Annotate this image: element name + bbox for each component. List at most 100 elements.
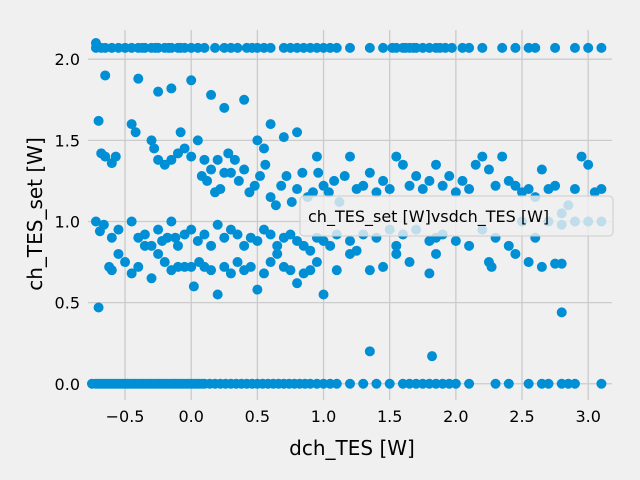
scatter-point — [93, 115, 104, 126]
scatter-point — [523, 378, 534, 389]
x-tick-label: 0.5 — [245, 407, 270, 426]
scatter-point — [431, 159, 442, 170]
scatter-point — [378, 175, 389, 186]
scatter-point — [139, 240, 150, 251]
scatter-point — [378, 261, 389, 272]
scatter-point — [206, 265, 217, 276]
scatter-point — [371, 378, 382, 389]
legend-entry-label: ch_TES_set [W]vsdch_TES [W] — [308, 207, 549, 227]
scatter-point — [464, 240, 475, 251]
scatter-point — [371, 187, 382, 198]
scatter-point — [153, 86, 164, 97]
scatter-point — [149, 143, 160, 154]
scatter-point — [490, 378, 501, 389]
scatter-point — [245, 261, 256, 272]
scatter-point — [569, 378, 580, 389]
scatter-point — [397, 159, 408, 170]
scatter-point — [210, 42, 221, 53]
y-tick-labels: 0.0 0.5 1.0 1.5 2.0 — [55, 50, 80, 394]
scatter-point — [265, 192, 276, 203]
scatter-point — [490, 180, 501, 191]
scatter-point — [486, 261, 497, 272]
scatter-point — [272, 248, 283, 259]
scatter-point — [391, 240, 402, 251]
scatter-point — [223, 148, 234, 159]
scatter-point — [100, 151, 111, 162]
scatter-point — [126, 268, 137, 279]
scatter-point — [292, 184, 303, 195]
x-tick-labels: −0.5 0.0 0.5 1.0 1.5 2.0 2.5 3.0 — [106, 407, 601, 426]
scatter-point — [446, 42, 457, 53]
x-axis-title: dch_TES [W] — [289, 436, 415, 460]
scatter-point — [212, 154, 223, 165]
scatter-point — [569, 42, 580, 53]
scatter-point — [543, 378, 554, 389]
scatter-point — [106, 265, 117, 276]
scatter-point — [497, 42, 508, 53]
scatter-point — [364, 265, 375, 276]
scatter-point — [311, 151, 322, 162]
scatter-point — [166, 154, 177, 165]
scatter-point — [285, 229, 296, 240]
scatter-point — [596, 378, 607, 389]
scatter-point — [120, 257, 131, 268]
scatter-point — [503, 240, 514, 251]
scatter-point — [464, 42, 475, 53]
scatter-point — [286, 197, 297, 208]
scatter-point — [206, 164, 217, 175]
scatter-point — [153, 224, 164, 235]
scatter-point — [477, 42, 488, 53]
scatter-point — [510, 248, 521, 259]
scatter-point — [258, 268, 269, 279]
scatter-point — [162, 232, 173, 243]
scatter-point — [100, 70, 111, 81]
scatter-point — [186, 261, 197, 272]
scatter-point — [179, 143, 190, 154]
legend-box — [299, 195, 614, 237]
scatter-point — [139, 229, 150, 240]
scatter-point — [358, 180, 369, 191]
x-tick-label: −0.5 — [106, 407, 145, 426]
scatter-point — [427, 351, 438, 362]
scatter-point — [252, 284, 263, 295]
scatter-point — [292, 127, 303, 138]
y-tick-label: 1.0 — [55, 212, 80, 231]
scatter-point — [219, 261, 230, 272]
scatter-point — [233, 175, 244, 186]
scatter-point — [212, 289, 223, 300]
scatter-point — [258, 143, 269, 154]
scatter-point — [391, 248, 402, 259]
scatter-point — [404, 257, 415, 268]
scatter-points — [86, 37, 607, 389]
scatter-point — [126, 119, 137, 130]
scatter-point — [239, 94, 250, 105]
scatter-point — [153, 248, 164, 259]
scatter-point — [523, 257, 534, 268]
scatter-point — [219, 102, 230, 113]
scatter-point — [345, 235, 355, 246]
scatter-point — [265, 257, 276, 268]
scatter-point — [323, 187, 334, 198]
scatter-point — [278, 132, 289, 143]
scatter-point — [130, 127, 141, 138]
scatter-point — [311, 257, 322, 268]
scatter-point — [536, 164, 547, 175]
scatter-point — [225, 167, 236, 178]
scatter-point — [424, 175, 435, 186]
scatter-point — [232, 257, 243, 268]
scatter-point — [364, 167, 375, 178]
scatter-point — [510, 180, 521, 191]
scatter-point — [219, 232, 230, 243]
scatter-point — [450, 235, 461, 246]
scatter-point — [477, 151, 488, 162]
scatter-point — [378, 42, 389, 53]
scatter-point — [106, 232, 117, 243]
scatter-point — [192, 235, 203, 246]
scatter-point — [292, 278, 303, 289]
scatter-point — [331, 265, 342, 276]
scatter-point — [384, 378, 395, 389]
scatter-point — [285, 265, 296, 276]
scatter-point — [212, 219, 223, 230]
x-tick-label: 1.0 — [311, 407, 336, 426]
